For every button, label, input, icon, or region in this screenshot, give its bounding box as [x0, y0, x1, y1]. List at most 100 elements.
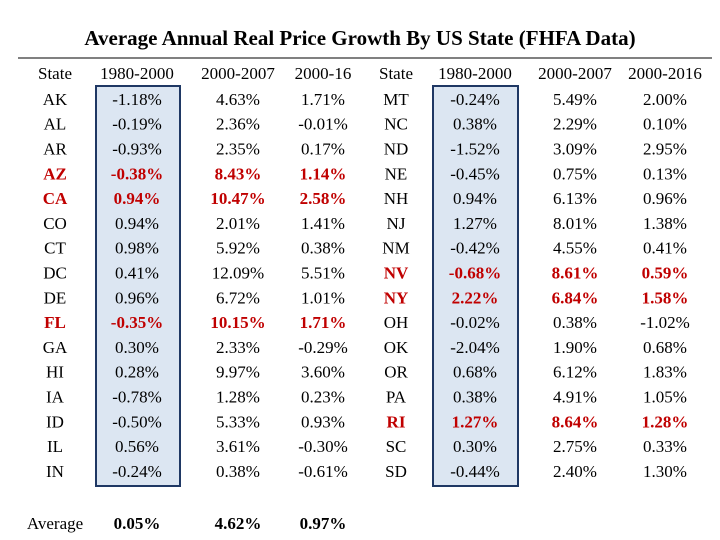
value-cell: 6.13%: [553, 189, 597, 208]
value-cell: 0.94%: [115, 214, 159, 233]
value-cell: 1.05%: [643, 388, 687, 407]
value-cell: 0.94%: [453, 189, 497, 208]
value-cell: 10.47%: [210, 189, 265, 208]
state-cell: AK: [43, 90, 68, 109]
value-cell: 1.28%: [216, 388, 260, 407]
value-cell: 2.29%: [553, 115, 597, 134]
value-cell: 9.97%: [216, 363, 260, 382]
value-cell: 0.41%: [115, 264, 159, 283]
value-cell: 0.17%: [301, 140, 345, 159]
value-cell: -0.44%: [450, 462, 500, 481]
column-header: 2000-2016: [628, 64, 702, 83]
value-cell: 1.27%: [452, 412, 499, 431]
value-cell: 6.72%: [216, 288, 260, 307]
value-cell: 0.38%: [216, 462, 260, 481]
state-cell: MT: [383, 90, 409, 109]
value-cell: 0.94%: [114, 189, 161, 208]
value-cell: 1.71%: [300, 313, 347, 332]
column-header: 1980-2000: [438, 64, 512, 83]
state-cell: AR: [43, 140, 67, 159]
value-cell: -2.04%: [450, 338, 500, 357]
value-cell: 1.01%: [301, 288, 345, 307]
state-cell: DE: [44, 288, 67, 307]
value-cell: 2.36%: [216, 115, 260, 134]
average-cell: 4.62%: [215, 514, 262, 533]
value-cell: 1.38%: [643, 214, 687, 233]
value-cell: 2.00%: [643, 90, 687, 109]
column-header: State: [379, 64, 413, 83]
value-cell: 1.41%: [301, 214, 345, 233]
value-cell: -1.02%: [640, 313, 690, 332]
value-cell: 0.33%: [643, 437, 687, 456]
value-cell: 4.55%: [553, 239, 597, 258]
average-cell: 0.97%: [300, 514, 347, 533]
column-header: 2000-2007: [538, 64, 612, 83]
value-cell: 0.38%: [453, 115, 497, 134]
value-cell: -0.35%: [111, 313, 163, 332]
state-cell: OH: [384, 313, 409, 332]
value-cell: -0.93%: [112, 140, 162, 159]
state-cell: ID: [46, 412, 64, 431]
value-cell: 6.84%: [552, 288, 599, 307]
value-cell: 8.01%: [553, 214, 597, 233]
value-cell: 2.95%: [643, 140, 687, 159]
value-cell: 1.90%: [553, 338, 597, 357]
average-cell: 0.05%: [114, 514, 161, 533]
value-cell: 12.09%: [212, 264, 264, 283]
value-cell: -0.50%: [112, 412, 162, 431]
value-cell: -0.38%: [111, 164, 163, 183]
column-header: 1980-2000: [100, 64, 174, 83]
state-cell: CA: [43, 189, 68, 208]
value-cell: 1.58%: [642, 288, 689, 307]
value-cell: 6.12%: [553, 363, 597, 382]
value-cell: 1.14%: [300, 164, 347, 183]
state-cell: IL: [47, 437, 63, 456]
state-cell: GA: [43, 338, 68, 357]
state-cell: HI: [46, 363, 64, 382]
state-cell: OR: [384, 363, 408, 382]
state-cell: PA: [386, 388, 407, 407]
value-cell: 2.40%: [553, 462, 597, 481]
state-cell: NC: [384, 115, 408, 134]
value-cell: -1.52%: [450, 140, 500, 159]
value-cell: 3.60%: [301, 363, 345, 382]
state-cell: SD: [385, 462, 407, 481]
value-cell: 0.28%: [115, 363, 159, 382]
state-cell: NV: [384, 264, 409, 283]
state-cell: NE: [385, 164, 408, 183]
value-cell: 0.30%: [115, 338, 159, 357]
value-cell: 2.58%: [300, 189, 347, 208]
state-cell: NM: [382, 239, 409, 258]
value-cell: 3.61%: [216, 437, 260, 456]
column-header: 2000-16: [295, 64, 352, 83]
value-cell: 4.63%: [216, 90, 260, 109]
value-cell: 0.68%: [643, 338, 687, 357]
value-cell: 5.49%: [553, 90, 597, 109]
state-cell: CO: [43, 214, 67, 233]
value-cell: 8.61%: [552, 264, 599, 283]
state-cell: NJ: [387, 214, 406, 233]
value-cell: -0.30%: [298, 437, 348, 456]
state-cell: IN: [46, 462, 64, 481]
value-cell: 10.15%: [210, 313, 265, 332]
state-cell: IA: [46, 388, 65, 407]
state-cell: NY: [384, 288, 409, 307]
value-cell: -1.18%: [112, 90, 162, 109]
value-cell: 2.22%: [452, 288, 499, 307]
value-cell: 1.30%: [643, 462, 687, 481]
value-cell: 0.93%: [301, 412, 345, 431]
value-cell: 1.83%: [643, 363, 687, 382]
value-cell: -0.24%: [112, 462, 162, 481]
value-cell: 0.38%: [553, 313, 597, 332]
value-cell: 2.75%: [553, 437, 597, 456]
state-cell: FL: [44, 313, 66, 332]
value-cell: 0.75%: [553, 164, 597, 183]
value-cell: 0.41%: [643, 239, 687, 258]
value-cell: -0.19%: [112, 115, 162, 134]
value-cell: 0.23%: [301, 388, 345, 407]
value-cell: 5.33%: [216, 412, 260, 431]
value-cell: 0.98%: [115, 239, 159, 258]
value-cell: 0.59%: [642, 264, 689, 283]
value-cell: 1.71%: [301, 90, 345, 109]
value-cell: 2.33%: [216, 338, 260, 357]
